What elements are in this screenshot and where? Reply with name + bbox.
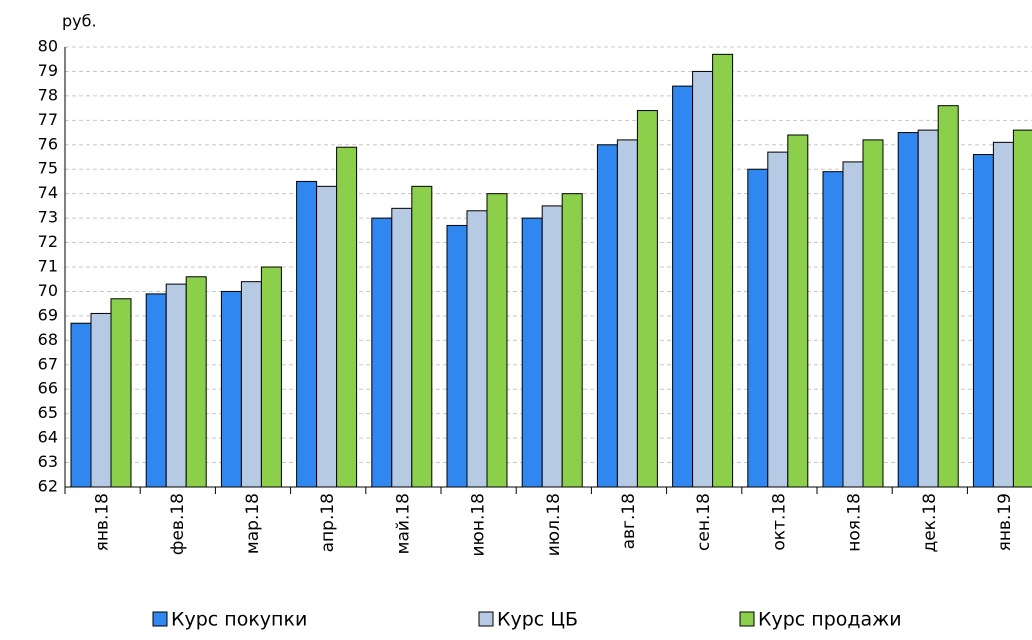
legend-label: Курс продажи: [758, 609, 902, 631]
y-tick-label: 69: [38, 305, 58, 324]
bar: [165, 283, 187, 488]
y-tick-label: 80: [38, 37, 58, 56]
bar: [240, 281, 262, 488]
x-tick-label: апр.18: [318, 493, 338, 552]
bar: [260, 266, 282, 488]
bar: [371, 217, 393, 488]
legend-swatch: [739, 611, 755, 627]
y-tick-label: 78: [38, 85, 58, 104]
bar: [316, 185, 338, 488]
y-tick-label: 75: [38, 159, 58, 178]
bar: [636, 110, 658, 488]
x-tick-label: июн.18: [469, 493, 489, 557]
x-tick-label: мар.18: [243, 493, 263, 554]
bar: [90, 312, 112, 488]
legend-label: Курс ЦБ: [497, 609, 578, 631]
y-tick-label: 68: [38, 330, 58, 349]
y-tick-label: 74: [38, 183, 58, 202]
bar: [672, 85, 694, 488]
bar: [842, 161, 864, 488]
x-tick-label: авг.18: [619, 493, 639, 549]
bar: [446, 224, 468, 488]
x-tick-label: фев.18: [168, 493, 188, 555]
bar: [822, 171, 844, 488]
bar: [917, 129, 939, 488]
bar: [185, 276, 207, 488]
x-tick-label: янв.18: [93, 493, 113, 551]
y-tick-label: 71: [38, 257, 58, 276]
y-tick-label: 77: [38, 110, 58, 129]
y-tick-label: 64: [38, 428, 58, 447]
bar: [787, 134, 809, 488]
x-tick-label: июл.18: [544, 493, 564, 556]
bar: [391, 207, 413, 488]
y-tick-label: 65: [38, 403, 58, 422]
y-tick-label: 73: [38, 208, 58, 227]
y-tick-label: 79: [38, 61, 58, 80]
y-axis-label: руб.: [62, 12, 97, 31]
bar: [541, 205, 563, 488]
y-tick-label: 62: [38, 477, 58, 496]
y-tick-label: 76: [38, 134, 58, 153]
bar: [972, 154, 994, 488]
bar: [521, 217, 543, 488]
bar: [145, 293, 167, 488]
bar: [596, 144, 618, 488]
y-tick-label: 72: [38, 232, 58, 251]
bar: [296, 180, 318, 488]
bar: [862, 139, 884, 488]
bar: [110, 298, 132, 488]
x-tick-label: янв.19: [995, 493, 1015, 551]
x-tick-label: окт.18: [769, 493, 789, 551]
bar: [937, 105, 959, 488]
x-tick-label: дек.18: [920, 493, 940, 553]
bar: [992, 141, 1014, 488]
bar: [411, 185, 433, 488]
bar: [70, 322, 92, 488]
bar: [220, 290, 242, 488]
bar: [692, 70, 714, 488]
x-tick-label: май.18: [393, 493, 413, 554]
bar: [336, 146, 358, 488]
bar: [767, 151, 789, 488]
legend-swatch: [152, 611, 168, 627]
bar: [466, 210, 488, 488]
y-tick-label: 67: [38, 354, 58, 373]
legend-swatch: [478, 611, 494, 627]
bar: [712, 53, 734, 488]
bar: [1012, 129, 1032, 488]
x-tick-label: сен.18: [694, 493, 714, 551]
y-tick-label: 63: [38, 452, 58, 471]
bar: [486, 193, 508, 488]
bar: [616, 139, 638, 488]
y-tick-label: 70: [38, 281, 58, 300]
x-tick-label: ноя.18: [845, 493, 865, 552]
bar: [897, 132, 919, 488]
bar: [561, 193, 583, 488]
bar: [747, 168, 769, 488]
y-tick-label: 66: [38, 379, 58, 398]
legend-label: Курс покупки: [171, 609, 307, 631]
